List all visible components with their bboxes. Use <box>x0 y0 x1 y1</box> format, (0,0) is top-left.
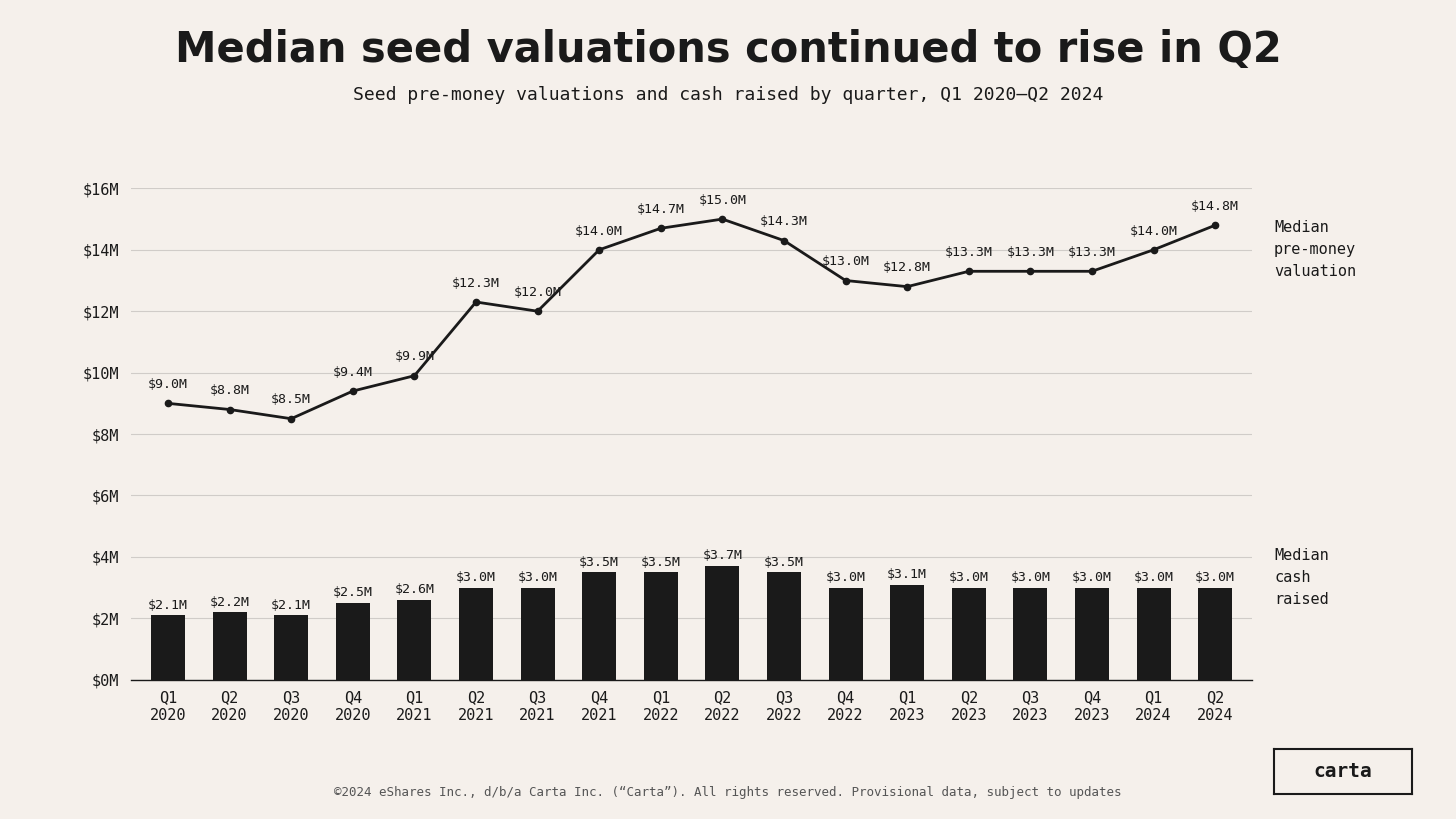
Text: $9.0M: $9.0M <box>149 378 188 391</box>
Bar <box>521 588 555 680</box>
Text: $3.7M: $3.7M <box>702 550 743 563</box>
Text: Median seed valuations continued to rise in Q2: Median seed valuations continued to rise… <box>175 29 1281 70</box>
Bar <box>336 603 370 680</box>
Bar <box>397 600 431 680</box>
Text: $3.5M: $3.5M <box>641 555 681 568</box>
Bar <box>1198 588 1232 680</box>
Text: $8.8M: $8.8M <box>210 384 249 397</box>
Text: $12.3M: $12.3M <box>451 277 499 290</box>
Text: $14.0M: $14.0M <box>1130 224 1178 238</box>
Text: $14.7M: $14.7M <box>636 203 684 216</box>
Text: $9.9M: $9.9M <box>395 351 434 364</box>
Text: ©2024 eShares Inc., d/b/a Carta Inc. (“Carta”). All rights reserved. Provisional: ©2024 eShares Inc., d/b/a Carta Inc. (“C… <box>335 785 1121 799</box>
Bar <box>767 572 801 680</box>
Text: $13.0M: $13.0M <box>821 256 869 269</box>
Bar <box>706 566 740 680</box>
Text: Median
pre-money
valuation: Median pre-money valuation <box>1274 220 1356 279</box>
Bar <box>828 588 862 680</box>
Text: $3.0M: $3.0M <box>456 571 496 584</box>
Text: $3.0M: $3.0M <box>1010 571 1050 584</box>
Text: $2.5M: $2.5M <box>333 586 373 600</box>
Bar <box>151 615 185 680</box>
Text: Seed pre-money valuations and cash raised by quarter, Q1 2020—Q2 2024: Seed pre-money valuations and cash raise… <box>352 86 1104 104</box>
Text: Median
cash
raised: Median cash raised <box>1274 548 1329 607</box>
Bar <box>952 588 986 680</box>
Bar <box>582 572 616 680</box>
Bar <box>213 613 246 680</box>
Bar <box>459 588 494 680</box>
Text: $9.4M: $9.4M <box>333 366 373 378</box>
Text: carta: carta <box>1313 762 1373 781</box>
Text: $15.0M: $15.0M <box>699 194 747 207</box>
Text: $13.3M: $13.3M <box>945 246 993 259</box>
Bar <box>1137 588 1171 680</box>
Text: $3.5M: $3.5M <box>579 555 619 568</box>
Text: $12.8M: $12.8M <box>884 261 932 274</box>
Bar <box>890 585 925 680</box>
Text: $8.5M: $8.5M <box>271 393 312 406</box>
Text: $3.5M: $3.5M <box>764 555 804 568</box>
Text: $14.0M: $14.0M <box>575 224 623 238</box>
Bar <box>644 572 677 680</box>
Text: $14.3M: $14.3M <box>760 215 808 229</box>
Text: $2.1M: $2.1M <box>271 599 312 612</box>
Text: $12.0M: $12.0M <box>514 286 562 299</box>
Text: $3.0M: $3.0M <box>517 571 558 584</box>
Text: $3.0M: $3.0M <box>1072 571 1112 584</box>
Bar <box>274 615 309 680</box>
Bar <box>1013 588 1047 680</box>
Bar <box>1075 588 1109 680</box>
Text: $2.2M: $2.2M <box>210 595 249 609</box>
Text: $2.6M: $2.6M <box>395 583 434 596</box>
Text: $13.3M: $13.3M <box>1006 246 1054 259</box>
Text: $13.3M: $13.3M <box>1069 246 1115 259</box>
Text: $2.1M: $2.1M <box>149 599 188 612</box>
Text: $3.0M: $3.0M <box>949 571 989 584</box>
Text: $3.0M: $3.0M <box>1195 571 1235 584</box>
Text: $3.0M: $3.0M <box>826 571 866 584</box>
Text: $14.8M: $14.8M <box>1191 200 1239 213</box>
Text: $3.0M: $3.0M <box>1134 571 1174 584</box>
Text: $3.1M: $3.1M <box>887 568 927 581</box>
